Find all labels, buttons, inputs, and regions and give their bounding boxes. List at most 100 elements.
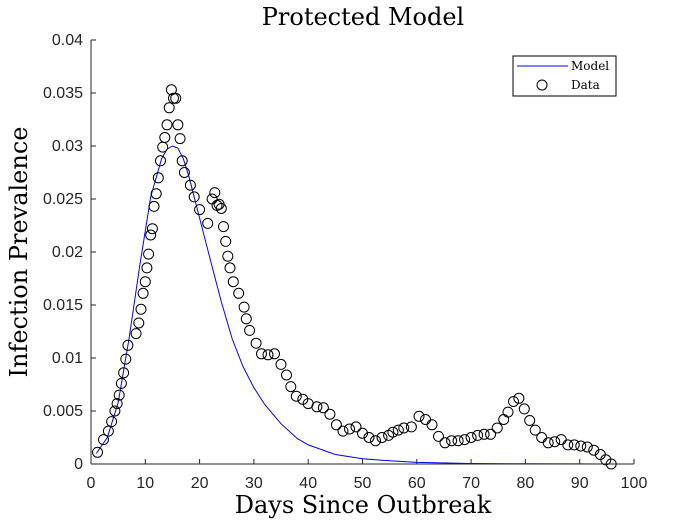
data-point xyxy=(502,406,514,418)
data-point xyxy=(161,119,173,131)
data-point xyxy=(524,415,536,426)
plot-area xyxy=(92,84,617,470)
x-tick-label: 30 xyxy=(245,475,263,492)
data-point xyxy=(452,435,464,447)
data-point xyxy=(250,337,262,349)
data-point xyxy=(133,317,145,329)
data-series xyxy=(92,84,617,470)
y-tick-label: 0.04 xyxy=(52,32,83,49)
y-tick-label: 0.035 xyxy=(43,85,83,102)
x-tick-label: 40 xyxy=(299,475,317,492)
data-point xyxy=(420,414,431,425)
data-point xyxy=(170,92,182,104)
data-point xyxy=(155,155,166,167)
x-tick-label: 20 xyxy=(191,475,209,492)
x-tick-label: 0 xyxy=(87,475,96,492)
data-point xyxy=(413,410,425,422)
data-point xyxy=(485,428,497,440)
data-point xyxy=(233,287,245,299)
x-tick-label: 50 xyxy=(354,475,372,492)
y-tick-label: 0.03 xyxy=(52,138,83,155)
data-point xyxy=(518,403,530,415)
y-tick-label: 0.025 xyxy=(43,191,83,208)
data-point xyxy=(575,440,587,452)
x-tick-label: 90 xyxy=(571,475,589,492)
data-point xyxy=(240,313,252,325)
data-point xyxy=(148,200,160,212)
data-point xyxy=(215,203,227,214)
data-point xyxy=(202,217,214,229)
data-point xyxy=(529,424,541,436)
data-point xyxy=(137,287,149,299)
data-point xyxy=(115,377,127,389)
data-point xyxy=(513,392,525,404)
data-point xyxy=(188,191,200,203)
data-point xyxy=(398,422,410,434)
data-point xyxy=(376,432,388,443)
data-point xyxy=(238,301,250,313)
x-tick-label: 10 xyxy=(136,475,154,492)
data-point xyxy=(227,276,239,288)
data-point xyxy=(222,250,234,262)
data-point xyxy=(324,408,336,420)
model-line xyxy=(95,145,613,465)
data-point xyxy=(122,339,134,351)
data-point xyxy=(178,167,190,178)
x-axis-label: Days Since Outbreak xyxy=(235,491,492,519)
data-point xyxy=(159,132,171,143)
data-point xyxy=(317,402,329,414)
data-point xyxy=(433,430,444,442)
data-point xyxy=(145,229,157,241)
y-tick-label: 0.005 xyxy=(43,403,83,420)
data-point xyxy=(536,432,548,443)
data-point xyxy=(244,324,256,336)
data-point xyxy=(426,419,438,431)
y-tick-label: 0.01 xyxy=(52,350,83,367)
data-point xyxy=(549,436,561,448)
legend-model-label: Model xyxy=(571,59,609,73)
data-point xyxy=(256,348,267,360)
y-axis-label: Infection Prevalence xyxy=(5,127,33,378)
legend-box xyxy=(512,55,617,97)
data-point xyxy=(141,262,153,274)
data-point xyxy=(150,188,162,200)
axes: 0 10 20 30 40 50 60 70 80 90 100 0 0.005 0.01 0.015 0.0… xyxy=(43,32,647,492)
data-point xyxy=(285,381,297,393)
data-point xyxy=(174,133,186,145)
data-point xyxy=(330,419,342,431)
data-point xyxy=(120,353,132,365)
data-point xyxy=(92,446,103,458)
data-point xyxy=(337,425,349,437)
data-point xyxy=(555,434,567,446)
data-point xyxy=(568,439,580,451)
x-tick-label: 80 xyxy=(517,475,535,492)
model-series xyxy=(95,145,613,465)
data-point xyxy=(357,427,368,439)
data-point xyxy=(508,396,519,407)
data-point xyxy=(562,439,574,451)
legend-data-label: Data xyxy=(571,78,600,92)
data-point xyxy=(102,425,114,437)
data-point xyxy=(459,434,471,446)
data-point xyxy=(111,398,123,410)
data-point xyxy=(363,432,375,443)
data-point xyxy=(581,441,593,453)
data-point xyxy=(176,155,188,167)
data-point xyxy=(184,179,196,191)
x-tick-label: 70 xyxy=(462,475,480,492)
data-point xyxy=(143,248,155,260)
data-point xyxy=(130,328,142,340)
data-point xyxy=(405,421,417,433)
data-point xyxy=(118,367,130,379)
data-point xyxy=(370,435,381,447)
y-tick-label: 0 xyxy=(74,456,83,473)
data-point xyxy=(135,303,147,315)
data-point xyxy=(262,349,274,361)
data-point xyxy=(350,421,362,433)
data-point xyxy=(224,262,236,274)
data-point xyxy=(113,389,125,401)
data-point xyxy=(218,221,229,233)
data-point xyxy=(165,84,177,96)
data-point xyxy=(387,426,399,438)
